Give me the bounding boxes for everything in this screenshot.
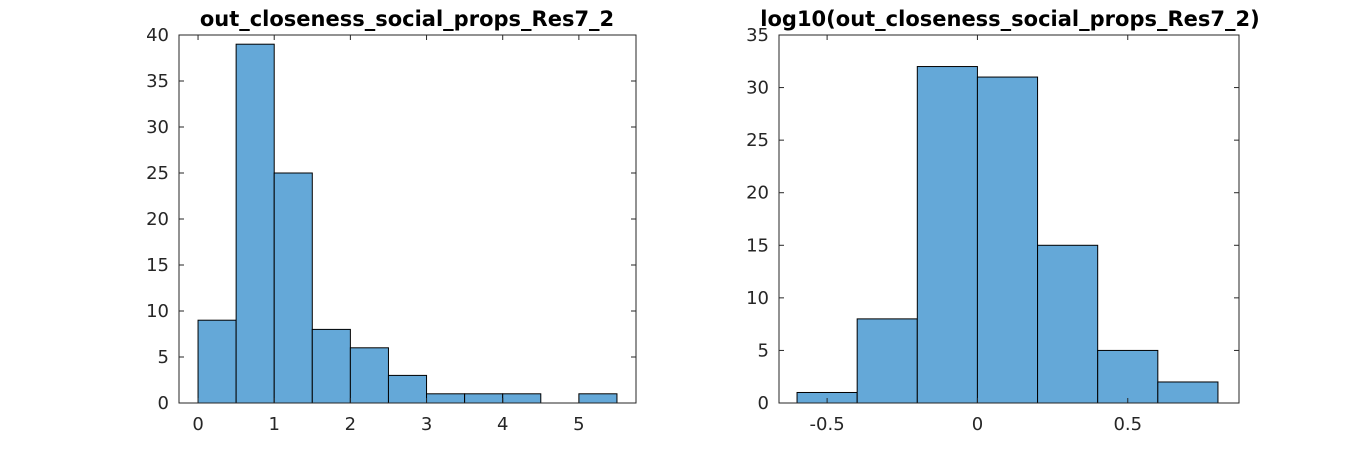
- y-tick-label: 20: [146, 209, 169, 230]
- histogram-bar-raw: [197, 319, 237, 404]
- y-tick-label: 15: [146, 255, 169, 276]
- bars-log10: [796, 66, 1219, 404]
- x-tick-label: 5: [573, 414, 584, 435]
- histogram-bar-raw: [349, 347, 389, 404]
- histogram-bar-raw: [387, 374, 428, 404]
- y-tick-label: 20: [746, 183, 769, 204]
- y-tick-label: 35: [746, 25, 769, 46]
- x-tick-label: 0: [972, 414, 983, 435]
- y-tick-label: 30: [746, 78, 769, 99]
- chart-title-log10: log10(out_closeness_social_props_Res7_2): [760, 7, 1259, 31]
- histogram-bar-log10: [1037, 244, 1099, 404]
- x-tick-label: 2: [345, 414, 356, 435]
- histogram-bar-log10: [1157, 381, 1219, 404]
- x-tick-label: 0: [192, 414, 203, 435]
- y-tick-label: 15: [746, 235, 769, 256]
- plot-box-raw: [178, 34, 637, 404]
- histogram-panel-log10: log10(out_closeness_social_props_Res7_2)…: [746, 7, 1260, 435]
- histogram-bar-raw: [273, 172, 313, 404]
- y-tick-label: 0: [158, 393, 169, 414]
- histogram-bar-log10: [916, 66, 978, 404]
- plot-box-log10: [778, 34, 1240, 404]
- x-tick-label: 1: [268, 414, 279, 435]
- y-tick-label: 5: [158, 347, 169, 368]
- histogram-bar-raw: [502, 393, 542, 404]
- x-tick-label: 3: [421, 414, 432, 435]
- x-tick-label: 0.5: [1113, 414, 1142, 435]
- y-tick-label: 25: [146, 163, 169, 184]
- chart-title-raw: out_closeness_social_props_Res7_2: [200, 7, 614, 31]
- x-tick-label: -0.5: [810, 414, 845, 435]
- histogram-bar-log10: [856, 318, 918, 404]
- y-tick-label: 30: [146, 117, 169, 138]
- bars-raw: [197, 43, 618, 404]
- y-tick-label: 40: [146, 25, 169, 46]
- x-tick-label: 4: [497, 414, 508, 435]
- histogram-bar-raw: [426, 393, 466, 404]
- y-tick-label: 35: [146, 71, 169, 92]
- histogram-panel-raw: out_closeness_social_props_Res7_2 0 1 2 3 4 5…: [146, 7, 637, 435]
- histogram-bar-raw: [235, 43, 275, 404]
- histogram-bar-log10: [976, 76, 1039, 404]
- histogram-bar-raw: [311, 328, 351, 404]
- histogram-bar-log10: [1097, 349, 1159, 404]
- ticks-raw: 0 1 2 3 4 5 0 5 10 15 20 25 30 35 40: [146, 25, 636, 435]
- histogram-bar-raw: [464, 393, 504, 404]
- y-tick-label: 25: [746, 130, 769, 151]
- histogram-bar-raw: [578, 393, 618, 404]
- y-tick-label: 10: [146, 301, 169, 322]
- y-tick-label: 0: [758, 393, 769, 414]
- y-tick-label: 5: [758, 340, 769, 361]
- y-tick-label: 10: [746, 288, 769, 309]
- ticks-log10: -0.5 0 0.5 0 5 10 15 20 25 30 35: [746, 25, 1239, 435]
